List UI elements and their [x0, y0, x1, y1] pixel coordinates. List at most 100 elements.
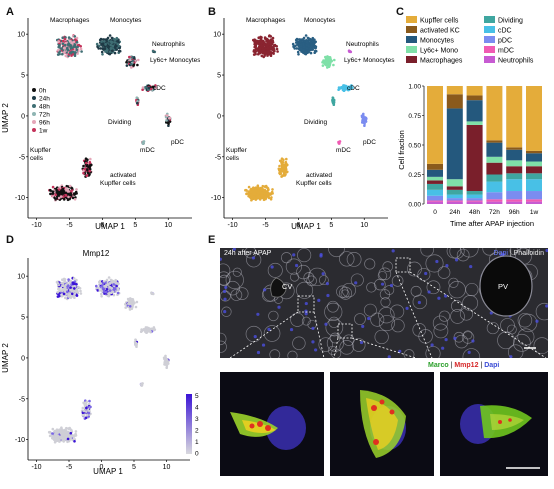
- cell-point: [266, 46, 270, 50]
- cell-point: [281, 161, 284, 165]
- cell-point: [64, 41, 68, 45]
- x-tick-label: 10: [163, 464, 171, 471]
- cluster-label-kupffer: Kupffer cells: [30, 147, 52, 162]
- cell-point: [54, 193, 57, 196]
- cell-point: [309, 51, 313, 55]
- cell-point: [363, 122, 366, 126]
- cell-point: [73, 280, 76, 283]
- bar-segment: [466, 121, 483, 125]
- cell-point: [85, 161, 88, 165]
- bar-segment: [506, 147, 523, 150]
- cell-point: [163, 361, 166, 364]
- cell-point: [302, 36, 306, 40]
- cell-point: [62, 288, 66, 292]
- cell-point: [137, 58, 140, 62]
- cell-point: [307, 44, 310, 48]
- cell-point: [109, 278, 113, 282]
- cell-point: [115, 284, 118, 288]
- bar-x-tick: 1w: [530, 209, 539, 216]
- cell-point: [245, 192, 248, 196]
- cell-point: [256, 195, 259, 198]
- umap-a-points: [48, 34, 172, 202]
- cell-point: [108, 52, 112, 56]
- cell-point: [304, 52, 308, 56]
- bar-segment: [466, 194, 483, 199]
- bar-segment: [427, 176, 443, 181]
- bar-segment: [506, 199, 523, 202]
- cell-point: [332, 63, 335, 67]
- cell-point: [270, 190, 274, 194]
- cell-point: [347, 49, 351, 53]
- cell-point: [124, 303, 127, 306]
- cell-point: [149, 87, 153, 91]
- cell-point: [152, 328, 156, 332]
- bar-segment: [486, 181, 503, 193]
- cell-point: [114, 278, 117, 282]
- cell-point: [71, 50, 75, 54]
- cell-point: [88, 173, 91, 176]
- cell-point: [131, 299, 135, 302]
- cell-point: [48, 434, 52, 438]
- cell-point: [350, 86, 354, 90]
- bar-segment: [486, 174, 503, 182]
- bar-segment: [427, 183, 443, 190]
- cell-point: [296, 43, 299, 46]
- cell-point: [136, 101, 139, 105]
- legend-label: 96h: [39, 120, 50, 127]
- cell-point: [247, 190, 250, 193]
- cell-point: [87, 411, 91, 415]
- cell-point: [252, 190, 256, 193]
- cell-point: [113, 41, 117, 44]
- cell-point: [70, 46, 74, 50]
- cell-point: [154, 86, 158, 90]
- y-tick-label: 5: [21, 73, 25, 80]
- cell-point: [259, 37, 263, 41]
- cell-point: [266, 187, 270, 190]
- y-tick-label: 0: [217, 113, 221, 120]
- cell-point: [72, 282, 75, 286]
- cell-point: [293, 47, 296, 50]
- bar-segment: [526, 199, 542, 202]
- cell-point: [73, 296, 76, 299]
- cell-point: [361, 114, 365, 117]
- cell-point: [56, 432, 59, 435]
- cell-point: [66, 190, 70, 193]
- legend-dot: [32, 104, 36, 108]
- bar-segment: [486, 199, 503, 202]
- cell-point: [113, 38, 117, 41]
- cell-point: [130, 63, 133, 66]
- bar-segment: [466, 200, 483, 202]
- feature-title: Mmp12: [83, 249, 110, 258]
- cell-point: [73, 287, 76, 290]
- bar-segment: [427, 200, 443, 202]
- kupffer-label-line2: cells: [30, 155, 44, 162]
- cell-point: [86, 158, 89, 161]
- cell-point: [63, 279, 66, 283]
- cluster-b-mdc: mDC: [336, 147, 351, 154]
- cell-point: [302, 46, 306, 49]
- cell-point: [61, 437, 65, 441]
- bar-segment: [446, 108, 463, 180]
- cell-point: [73, 293, 76, 296]
- dapi-label: Dapi: [493, 250, 508, 257]
- cell-point: [310, 45, 314, 48]
- cell-point: [56, 295, 60, 298]
- bar-x-tick: 0: [433, 209, 437, 216]
- cell-point: [49, 192, 52, 196]
- cell-point: [72, 40, 76, 44]
- cell-point: [142, 327, 146, 331]
- cell-point: [70, 193, 73, 197]
- cluster-label-pdc: pDC: [171, 139, 184, 146]
- cell-point: [141, 142, 145, 145]
- scale-tick-label: 5: [195, 393, 199, 400]
- cell-point: [75, 188, 78, 191]
- cell-point: [264, 184, 268, 188]
- cell-point: [304, 50, 308, 54]
- bar-segment: [446, 179, 463, 187]
- bar-segment: [427, 201, 443, 204]
- cell-point: [66, 43, 70, 46]
- cell-point: [63, 50, 66, 54]
- cell-point: [135, 96, 139, 99]
- bar-segment: [506, 201, 523, 204]
